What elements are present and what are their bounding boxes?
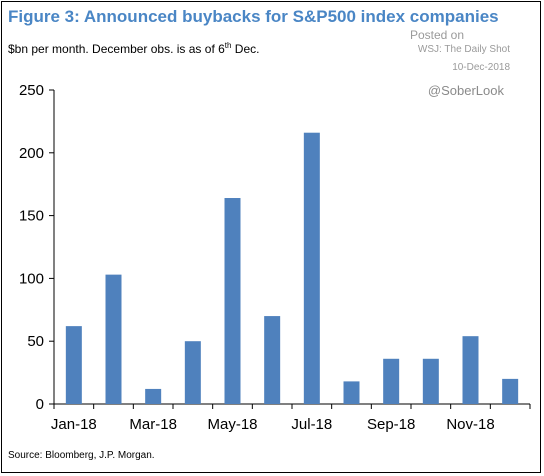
- bar-jan-18: [65, 326, 82, 404]
- y-tick-label: 50: [27, 333, 44, 350]
- bar-sep-18: [383, 358, 400, 404]
- y-tick-label: 100: [19, 270, 44, 287]
- x-tick-label: May-18: [207, 416, 257, 433]
- bar-oct-18: [422, 358, 439, 404]
- watermark-date: 10-Dec-2018: [452, 62, 510, 73]
- bar-feb-18: [105, 274, 122, 404]
- x-tick-label: Nov-18: [446, 416, 494, 433]
- subtitle-text: $bn per month. December obs. is as of 6: [8, 42, 225, 56]
- y-tick-label: 0: [36, 396, 44, 413]
- subtitle-superscript: th: [224, 41, 232, 50]
- bar-apr-18: [184, 341, 201, 404]
- bar-nov-18: [462, 336, 479, 404]
- bar-aug-18: [343, 381, 360, 404]
- x-tick-label: Jul-18: [291, 416, 332, 433]
- chart-title: Figure 3: Announced buybacks for S&P500 …: [8, 7, 499, 26]
- watermark-posted-on: Posted on: [409, 28, 464, 42]
- subtitle-text-end: Dec.: [231, 42, 260, 56]
- source-note: Source: Bloomberg, J.P. Morgan.: [8, 450, 155, 461]
- bar-mar-18: [145, 388, 162, 404]
- y-tick-label: 150: [19, 208, 44, 225]
- watermark-publication: WSJ: The Daily Shot: [417, 44, 510, 55]
- bar-jul-18: [303, 132, 320, 405]
- x-tick-label: Sep-18: [367, 416, 415, 433]
- bar-dec-18: [502, 378, 519, 404]
- bar-jun-18: [264, 316, 281, 404]
- y-tick-label: 200: [19, 145, 44, 162]
- y-tick-label: 250: [19, 82, 44, 99]
- chart-subtitle: $bn per month. December obs. is as of 6t…: [8, 41, 259, 56]
- x-tick-label: Mar-18: [129, 416, 177, 433]
- watermark-handle: @SoberLook: [427, 83, 504, 98]
- bar-may-18: [224, 198, 241, 404]
- x-tick-label: Jan-18: [51, 416, 97, 433]
